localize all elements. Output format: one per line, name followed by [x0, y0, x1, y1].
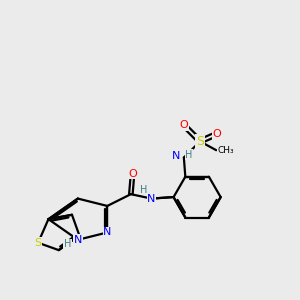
Text: O: O — [179, 120, 188, 130]
Text: S: S — [196, 135, 204, 148]
Text: N: N — [171, 151, 180, 161]
Text: N: N — [147, 194, 156, 204]
Text: H: H — [64, 239, 71, 249]
Text: N: N — [74, 235, 82, 245]
Text: H: H — [140, 185, 148, 195]
Text: CH₃: CH₃ — [218, 146, 234, 155]
Text: O: O — [128, 169, 137, 178]
Text: S: S — [34, 238, 42, 248]
Text: H: H — [185, 150, 193, 160]
Text: O: O — [212, 129, 221, 139]
Text: N: N — [103, 227, 112, 237]
